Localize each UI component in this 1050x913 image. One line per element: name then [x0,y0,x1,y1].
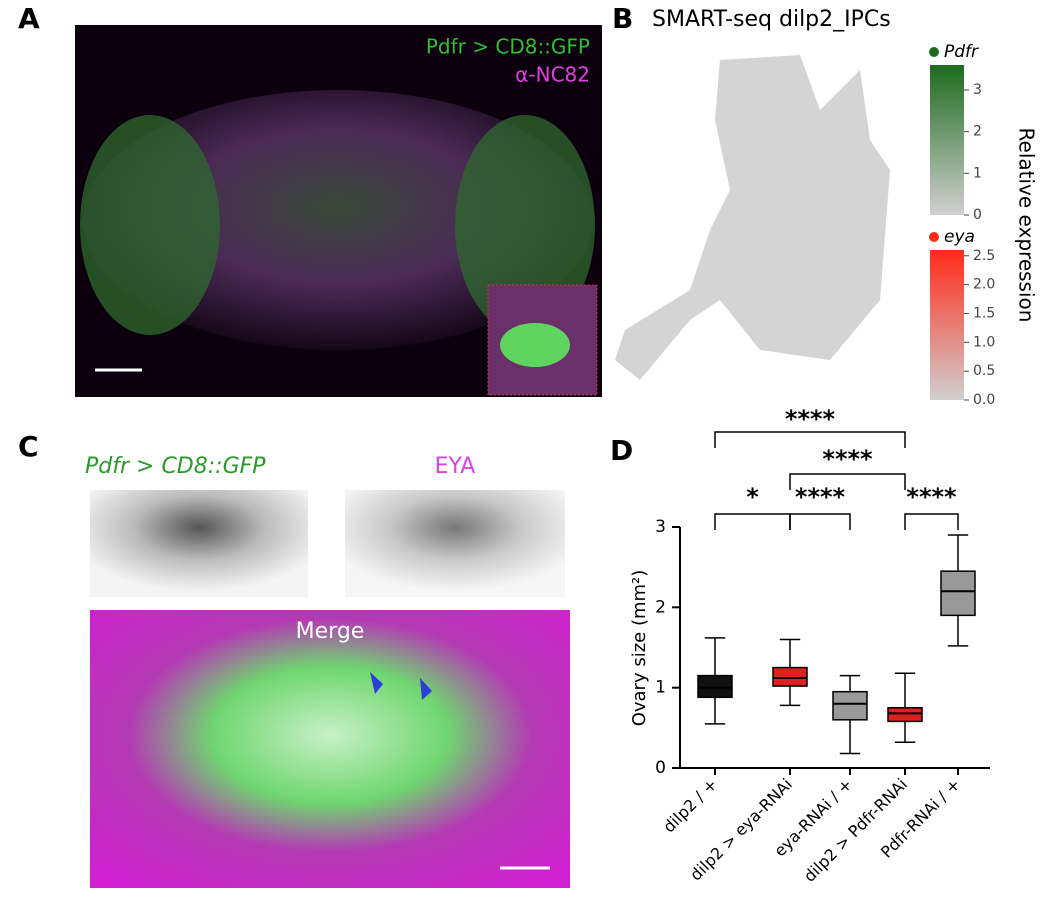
significance: **** [795,483,846,511]
panel-label: D [610,434,633,467]
panel-label: A [18,2,40,35]
box [940,570,976,617]
legend-name: Pdfr [944,42,979,62]
legend-gfp: Pdfr > CD8::GFP [426,35,590,59]
colorbar-tick-label: 3 [973,82,982,98]
bracket [714,513,791,530]
panel-label: B [612,2,633,35]
optic-lobe [80,115,220,335]
colorbar-label: Relative expression [1015,128,1039,323]
panel-label: C [18,430,39,463]
y-tick-label: 3 [655,517,666,537]
significance: * [746,483,759,511]
colorbar-tick-label: 2 [973,124,982,140]
colorbar [930,250,964,400]
inset-cells [500,323,570,367]
colorbar-tick-label: 0 [973,207,982,223]
significance: **** [785,405,836,433]
brain-tissue [83,90,593,350]
arrow [370,672,383,694]
bracket [789,513,851,530]
colorbar-tick-label: 2.5 [973,248,995,264]
panel-title: SMART-seq dilp2_IPCs [652,7,891,32]
legend-name: eya [944,227,975,247]
gfp-image [90,490,308,597]
legend-dot [929,47,939,57]
significance: **** [822,445,873,473]
colorbar-tick-label: 1.5 [973,305,995,321]
legend-nc82: α-NC82 [515,63,590,87]
bracket [904,513,959,530]
x-tick-label: dilp2 / + [659,775,721,837]
bracket [789,473,906,490]
bracket [714,431,906,448]
box [887,707,923,723]
eya-image [345,490,565,597]
colorbar-tick-label: 2.0 [973,277,995,293]
colorbar-tick-label: 0.0 [973,392,995,408]
colorbar-tick-label: 1.0 [973,334,995,350]
channel-label: EYA [435,454,476,479]
colorbar [930,65,964,215]
colorbar-tick-label: 0.5 [973,363,995,379]
significance: **** [906,483,957,511]
box [772,666,808,687]
optic-lobe [455,115,595,335]
y-axis-label: Ovary size (mm²) [629,570,650,727]
y-tick-label: 2 [655,597,666,617]
merge-image [90,610,570,888]
y-tick-label: 0 [655,758,666,778]
channel-label: Pdfr > CD8::GFP [85,454,266,479]
arrow [420,678,432,700]
box [832,690,868,721]
cell-cloud [615,55,890,380]
legend-dot [929,232,939,242]
box [697,674,733,699]
y-tick-label: 1 [655,678,666,698]
merge-label: Merge [296,619,365,644]
colorbar-tick-label: 1 [973,165,982,181]
